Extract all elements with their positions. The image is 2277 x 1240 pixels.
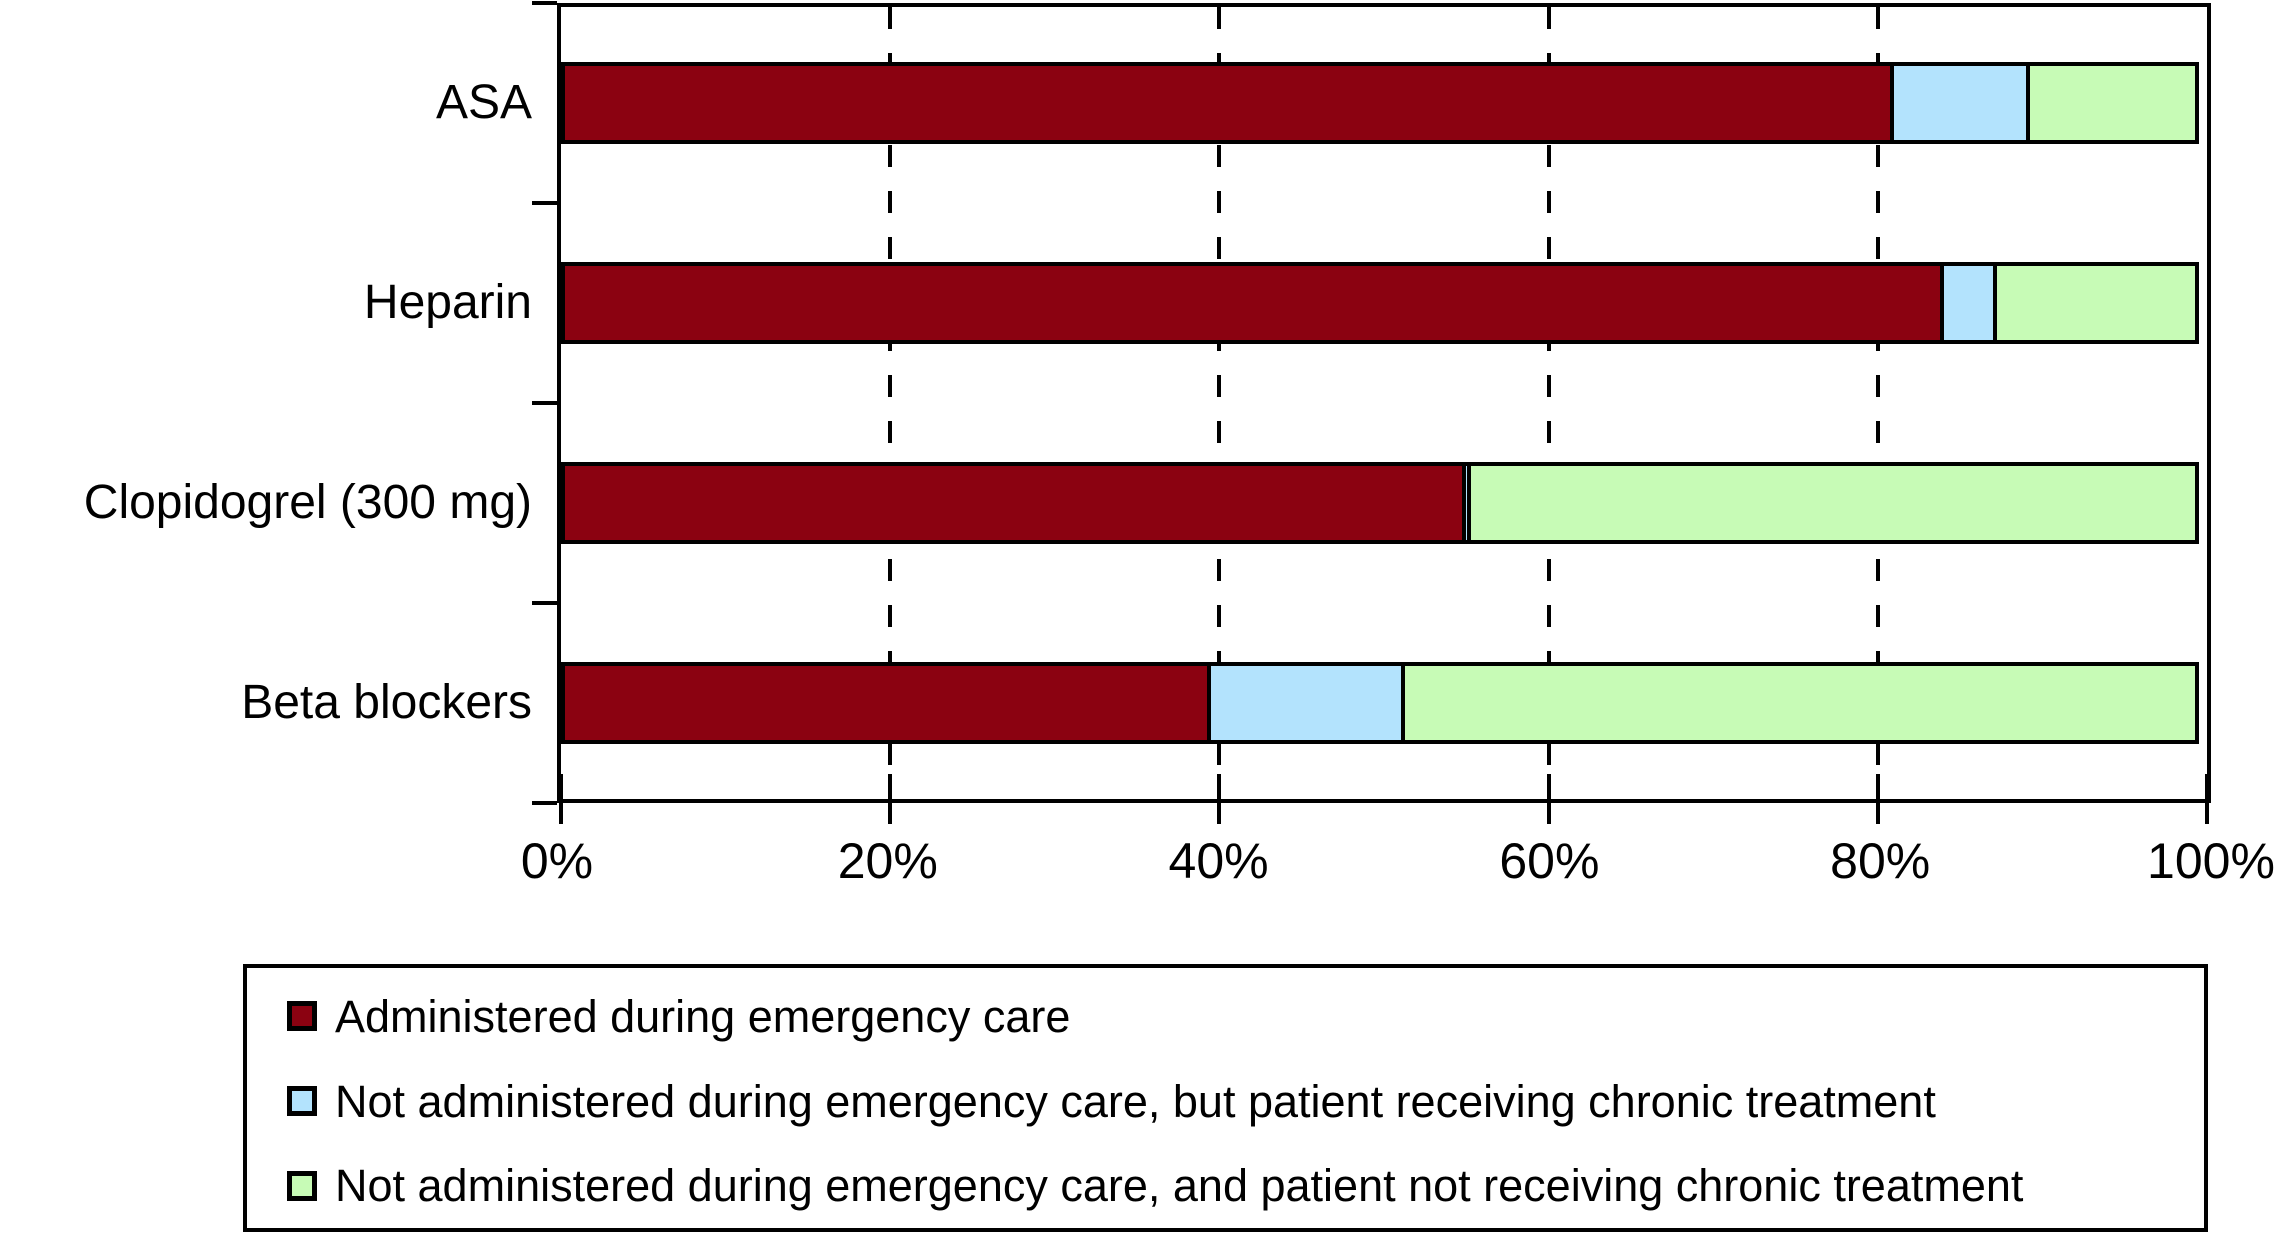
x-axis-tick-label: 80% xyxy=(1830,833,1931,889)
bar-row-1 xyxy=(561,262,2207,344)
gridline-20pct xyxy=(888,7,893,799)
bar-segment-0-2 xyxy=(2026,62,2199,144)
legend-label: Not administered during emergency care, … xyxy=(335,1075,1936,1127)
bar-row-2 xyxy=(561,462,2207,544)
bar-segment-1-0 xyxy=(561,262,1944,344)
legend-swatch-icon xyxy=(287,1086,317,1116)
category-label: Heparin xyxy=(363,276,532,329)
category-label: ASA xyxy=(435,76,532,129)
legend-swatch-icon xyxy=(287,1170,317,1201)
x-axis-tick-20 xyxy=(888,774,893,824)
bar-row-3 xyxy=(561,662,2207,744)
bar-row-0 xyxy=(561,62,2207,144)
legend: Administered during emergency care Not ad… xyxy=(243,964,2208,1232)
legend-swatch-icon xyxy=(287,1001,317,1032)
bar-segment-0-1 xyxy=(1890,62,2031,144)
bar-segment-3-2 xyxy=(1400,662,2199,744)
gridline-40pct xyxy=(1217,7,1222,799)
y-axis-tick xyxy=(532,401,557,405)
bar-segment-1-2 xyxy=(1993,262,2199,344)
bar-segment-3-1 xyxy=(1207,662,1405,744)
y-axis-tick xyxy=(532,1,557,5)
x-axis-tick-0 xyxy=(559,774,563,824)
bar-segment-2-0 xyxy=(561,462,1467,544)
x-axis-tick-80 xyxy=(1875,774,1880,824)
legend-row-1: Not administered during emergency care, … xyxy=(287,1059,2204,1144)
legend-row-2: Not administered during emergency care, … xyxy=(287,1143,2204,1228)
y-axis-tick xyxy=(532,601,557,605)
x-axis-tick-label: 100% xyxy=(2147,833,2275,889)
category-label: Beta blockers xyxy=(241,676,532,729)
x-axis-tick-60 xyxy=(1546,774,1551,824)
gridline-80pct xyxy=(1875,7,1880,799)
plot-area xyxy=(532,1,2211,824)
gridline-60pct xyxy=(1546,7,1551,799)
x-axis-tick-40 xyxy=(1217,774,1222,824)
x-axis-tick-label: 0% xyxy=(520,833,594,889)
legend-label: Not administered during emergency care, … xyxy=(335,1160,2024,1212)
legend-label: Administered during emergency care xyxy=(335,990,1071,1042)
y-axis-tick xyxy=(532,801,557,805)
bar-segment-3-0 xyxy=(561,662,1212,744)
x-axis-tick-label: 20% xyxy=(837,833,938,889)
category-label: Clopidogrel (300 mg) xyxy=(83,476,532,529)
legend-row-0: Administered during emergency care xyxy=(287,974,2204,1059)
y-axis-tick xyxy=(532,201,557,205)
bar-segment-2-2 xyxy=(1466,462,2199,544)
bar-segment-1-1 xyxy=(1939,262,1998,344)
x-axis-tick-label: 40% xyxy=(1168,833,1269,889)
x-axis-tick-label: 60% xyxy=(1499,833,1600,889)
bar-segment-0-0 xyxy=(561,62,1895,144)
x-axis-tick-100 xyxy=(2205,774,2209,824)
